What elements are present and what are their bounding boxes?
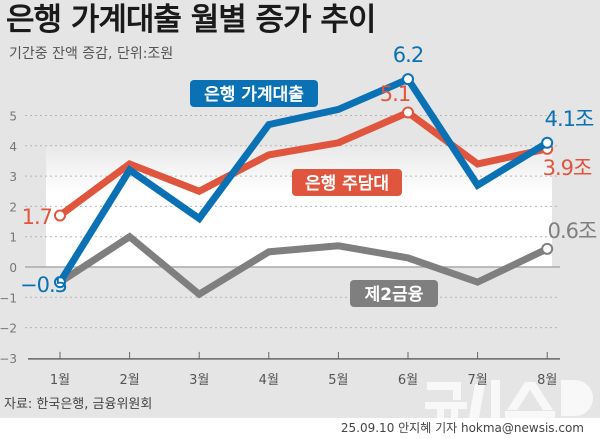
data-point-marker — [541, 136, 554, 149]
subtitle: 기간중 잔액 증감, 단위:조원 — [9, 46, 174, 62]
data-point-marker — [541, 242, 554, 255]
y-tick-label: 2 — [9, 200, 17, 214]
data-point-marker — [402, 73, 414, 86]
data-point-marker — [54, 209, 66, 222]
series-line-은행 가계대출 — [57, 74, 550, 284]
series-tag-bg — [292, 169, 402, 196]
x-tick-label: 1월 — [50, 373, 70, 388]
series-tag-bg — [190, 80, 318, 107]
data-label: 6.2 — [393, 43, 423, 67]
page-title: 은행 가계대출 월별 증가 추이 — [6, 2, 376, 38]
y-tick-label: 4 — [9, 140, 17, 154]
x-tick-label: 7월 — [467, 373, 487, 388]
data-point-marker — [54, 276, 66, 289]
data-point-marker — [402, 106, 414, 119]
data-label: 0.6조 — [548, 219, 597, 243]
data-label: 1.7 — [22, 205, 52, 229]
y-tick-label: 5 — [9, 110, 17, 124]
series-line-은행 주담대 — [57, 108, 548, 219]
series-tag-label: 제2금융 — [365, 285, 424, 305]
data-label: 4.1조 — [545, 107, 594, 131]
series-tag-label: 은행 가계대출 — [204, 85, 304, 105]
y-tick-label: −3 — [0, 352, 17, 366]
series-tag-bg — [350, 280, 438, 307]
x-tick-label: 4월 — [259, 373, 279, 388]
x-tick-label: 6월 — [398, 373, 418, 388]
x-tick-label: 3월 — [189, 373, 209, 388]
newsis-logo — [425, 380, 593, 418]
y-tick-label: −2 — [0, 322, 17, 336]
x-tick-label: 2월 — [119, 373, 139, 388]
data-label: −0.5 — [20, 273, 67, 297]
y-tick-label: 3 — [9, 170, 17, 184]
line-chart: 5 4 3 2 1 0 −1 −2 −3 1월 2월 3월 4월 5월 6월 7월 8월 0.6조 1.7 5.1 3.… — [0, 43, 598, 388]
y-tick-label: 0 — [9, 261, 17, 275]
x-tick-label: 8월 — [537, 373, 557, 388]
credit-line: 25.09.10 안지혜 기자 hokma@newsis.com — [340, 421, 584, 435]
series-tag-label: 은행 주담대 — [305, 174, 389, 194]
y-tick-label: 1 — [9, 231, 17, 245]
series-line-제2금융 — [58, 232, 549, 299]
data-label: 3.9조 — [543, 156, 592, 180]
data-label: 5.1 — [380, 82, 410, 106]
y-tick-label: −1 — [0, 291, 17, 305]
source-note: 자료: 한국은행, 금융위원회 — [4, 397, 153, 412]
x-tick-label: 5월 — [328, 373, 348, 388]
